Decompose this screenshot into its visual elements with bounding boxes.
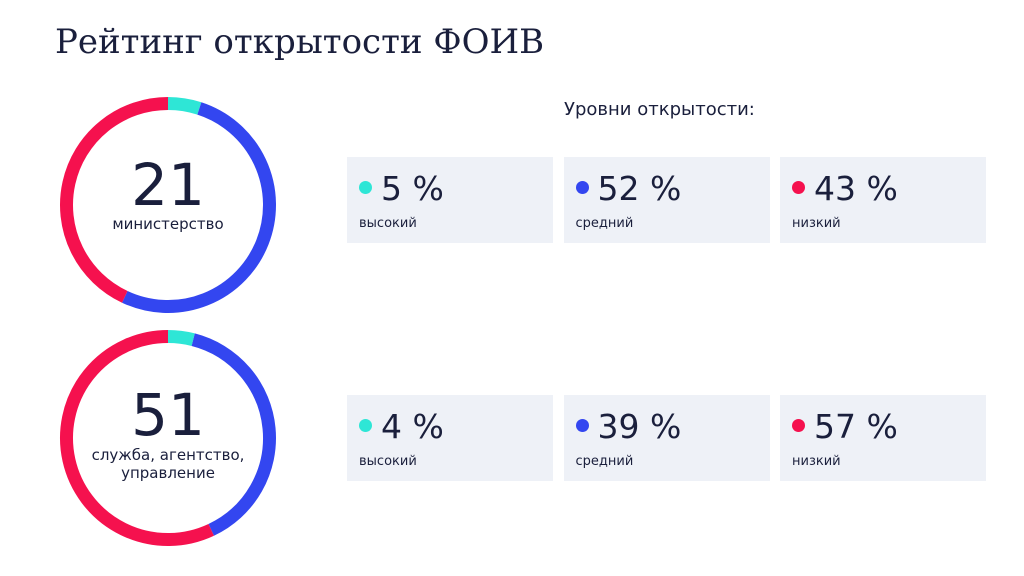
level-card: 52 % средний bbox=[563, 157, 770, 243]
donut-segment bbox=[167, 97, 202, 115]
center-label: министерство bbox=[112, 215, 224, 233]
level-card: 39 % средний bbox=[563, 395, 770, 481]
legend-title: Уровни открытости: bbox=[564, 99, 755, 120]
donut-segment bbox=[191, 333, 276, 536]
value-label: 52 % bbox=[597, 169, 682, 208]
legend-dot bbox=[792, 419, 805, 432]
donut-segment bbox=[122, 102, 276, 313]
level-card: 5 % высокий bbox=[347, 157, 553, 243]
donut-segment bbox=[60, 97, 169, 303]
legend-dot bbox=[792, 181, 805, 194]
level-card: 43 % низкий bbox=[780, 157, 986, 243]
legend-dot bbox=[575, 181, 589, 194]
value-label: 57 % bbox=[814, 407, 898, 446]
category-label: низкий bbox=[792, 216, 841, 231]
donut-segment bbox=[60, 330, 214, 546]
category-label: средний bbox=[575, 216, 634, 231]
legend-dot bbox=[575, 419, 589, 432]
category-label: высокий bbox=[359, 216, 417, 231]
value-label: 4 % bbox=[381, 407, 444, 446]
legend-dot bbox=[359, 419, 372, 432]
category-label: средний bbox=[575, 454, 634, 469]
donut-segment bbox=[167, 330, 195, 347]
category-label: высокий bbox=[359, 454, 417, 469]
page-title: Рейтинг открытости ФОИВ bbox=[55, 22, 545, 62]
level-card: 57 % низкий bbox=[780, 395, 986, 481]
value-label: 43 % bbox=[814, 169, 898, 208]
center-label: служба, агентство, управление bbox=[91, 446, 245, 482]
legend-dot bbox=[359, 181, 372, 194]
center-value: 51 bbox=[131, 381, 205, 449]
value-label: 39 % bbox=[597, 407, 682, 446]
category-label: низкий bbox=[792, 454, 841, 469]
level-card: 4 % высокий bbox=[347, 395, 553, 481]
center-value: 21 bbox=[131, 151, 205, 219]
value-label: 5 % bbox=[381, 169, 444, 208]
